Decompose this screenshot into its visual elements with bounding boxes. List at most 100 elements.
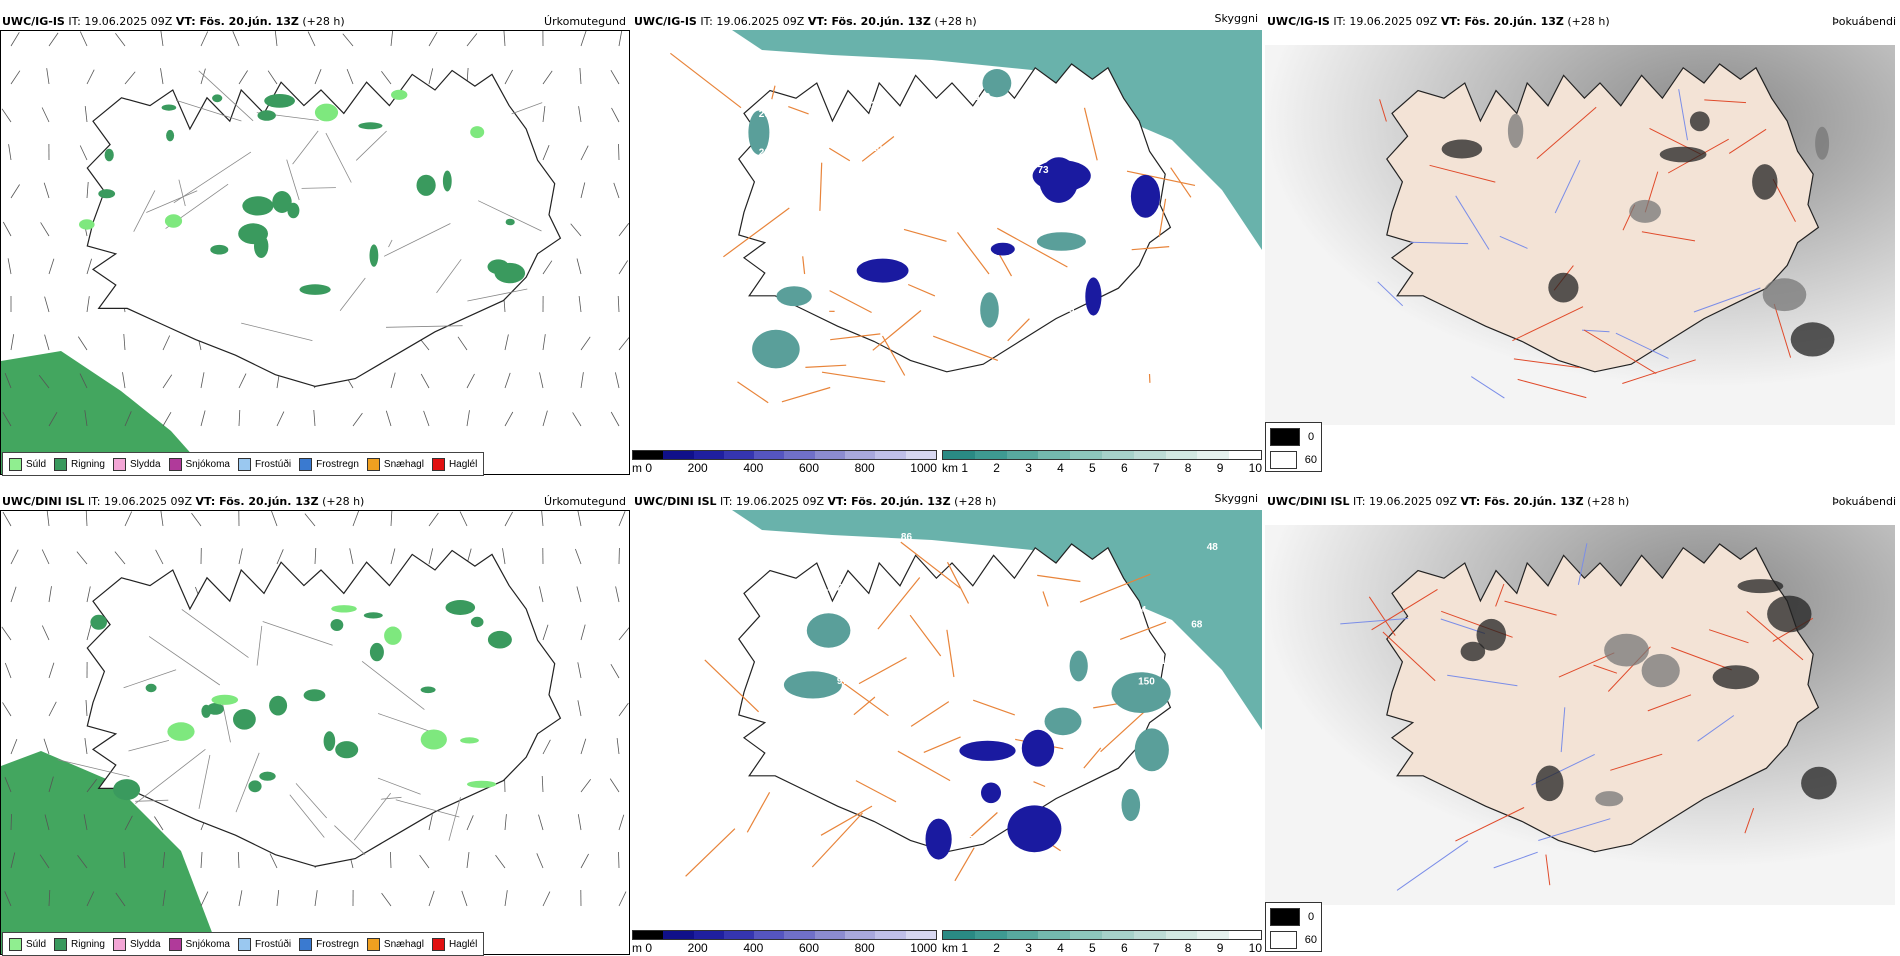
rain-cell	[324, 731, 336, 751]
cloud-base-label: 83	[845, 791, 857, 802]
legend-swatch	[54, 458, 67, 471]
valid-time: VT: Fös. 20.jún. 13Z	[1461, 495, 1584, 508]
legend-label: Rigning	[71, 459, 105, 470]
scale-tick: 5	[1089, 461, 1096, 475]
rain-cell	[331, 605, 357, 612]
cloud-base-label: 549	[974, 92, 991, 103]
panel-fog-row2: UWC/DINI ISL IT: 19.06.2025 09Z VT: Fös.…	[1265, 490, 1900, 950]
wind-barb	[503, 548, 506, 564]
wind-barb	[11, 71, 20, 84]
cloud-base-label: 72	[1057, 121, 1069, 132]
wind-barb	[540, 372, 544, 388]
wind-barb	[315, 69, 321, 84]
rain-cell	[506, 219, 515, 226]
scale-tick: 10	[1249, 941, 1262, 955]
fog-area	[1752, 164, 1777, 200]
fog-legend: 0 60	[1265, 422, 1322, 472]
wind-barb	[87, 70, 94, 84]
wind-barb	[239, 410, 240, 426]
wind-barb	[238, 852, 239, 868]
rain-cell	[370, 643, 384, 661]
model-name: UWC/IG-IS	[2, 15, 65, 28]
init-time: IT: 19.06.2025 09Z	[68, 15, 172, 28]
legend-swatch	[299, 458, 312, 471]
rain-cell	[331, 619, 344, 631]
wind-barb	[467, 852, 469, 868]
wind-barb	[268, 71, 277, 84]
rain-cell	[233, 709, 256, 730]
wind-barb	[125, 72, 135, 84]
visibility-scale: km 1 2 3 4 5 6 7 8 9 10	[942, 450, 1262, 476]
cloud-base-label: 277	[926, 134, 943, 145]
panel-title: UWC/IG-IS IT: 19.06.2025 09Z VT: Fös. 20…	[1267, 14, 1896, 30]
fog-area	[1595, 791, 1623, 806]
wind-barb	[458, 337, 467, 350]
cloud-base-area	[752, 330, 800, 369]
scale-tick: 0	[645, 941, 652, 955]
legend-swatch	[1270, 451, 1297, 469]
wind-barb	[201, 411, 205, 427]
wind-barb	[87, 259, 92, 274]
legend-swatch	[9, 458, 22, 471]
wind-barb	[467, 815, 473, 830]
cloud-base-label: 112	[826, 582, 843, 593]
cloud-base-area	[807, 613, 851, 647]
wind-barb	[543, 625, 548, 640]
rain-cell	[242, 196, 273, 215]
legend-swatch	[367, 458, 380, 471]
cloud-base-label: 83	[1093, 187, 1105, 198]
wind-barb	[390, 852, 391, 868]
rain-cell	[113, 779, 140, 800]
wind-barb	[619, 223, 629, 236]
wind-barb	[610, 779, 619, 792]
road-line	[822, 372, 885, 382]
valid-time: VT: Fös. 20.jún. 13Z	[1441, 15, 1564, 28]
wind-barb	[581, 372, 583, 388]
cloud-base-label: 79	[1092, 209, 1104, 220]
wind-barb	[578, 700, 581, 716]
wind-barb	[350, 548, 353, 564]
cloud-base-label: 192	[781, 827, 798, 838]
precip-map	[0, 510, 630, 955]
legend-swatch	[169, 458, 182, 471]
wind-barb	[49, 586, 52, 602]
wind-barb	[619, 892, 626, 906]
wind-barb	[45, 297, 49, 312]
fog-area	[1738, 579, 1784, 593]
visibility-map-svg: 9215811288101109103126978379591155691053…	[632, 30, 1262, 430]
cloud-base-label: 112	[1016, 136, 1033, 147]
legend-label: Rigning	[71, 939, 105, 950]
scale-tick: 0	[645, 461, 652, 475]
rain-cell	[105, 149, 114, 162]
rain-cell	[212, 94, 222, 102]
wind-barb	[315, 890, 317, 906]
scale-tick: 1000	[910, 941, 937, 955]
model-name: UWC/IG-IS	[634, 15, 697, 28]
wind-barb	[581, 337, 590, 350]
scale-unit: m	[632, 461, 642, 475]
legend-swatch	[432, 458, 445, 471]
wind-barb	[581, 779, 591, 792]
wind-barb	[49, 702, 56, 716]
wind-barb	[201, 852, 202, 868]
wind-barb	[161, 511, 163, 526]
wind-barb	[44, 183, 49, 198]
wind-barb	[539, 815, 544, 830]
wind-barb	[87, 586, 90, 602]
wind-barb	[11, 814, 12, 830]
scale-tick: 1	[961, 941, 968, 955]
wind-barb	[49, 33, 58, 46]
wind-barb	[47, 68, 49, 84]
cloud-base-area	[980, 292, 999, 327]
wind-barb	[86, 700, 87, 716]
fog-legend: 0 60	[1265, 902, 1322, 952]
wind-barb	[577, 587, 581, 603]
cloud-base-scale: m 0 200 400 600 800 1000	[632, 930, 937, 956]
wind-barb	[239, 71, 248, 85]
wind-barb	[8, 258, 11, 274]
fog-map	[1265, 30, 1895, 430]
fog-area	[1763, 278, 1807, 311]
wind-barb	[192, 513, 202, 526]
precip-map-svg	[1, 31, 630, 475]
scale-tick: 2	[993, 941, 1000, 955]
